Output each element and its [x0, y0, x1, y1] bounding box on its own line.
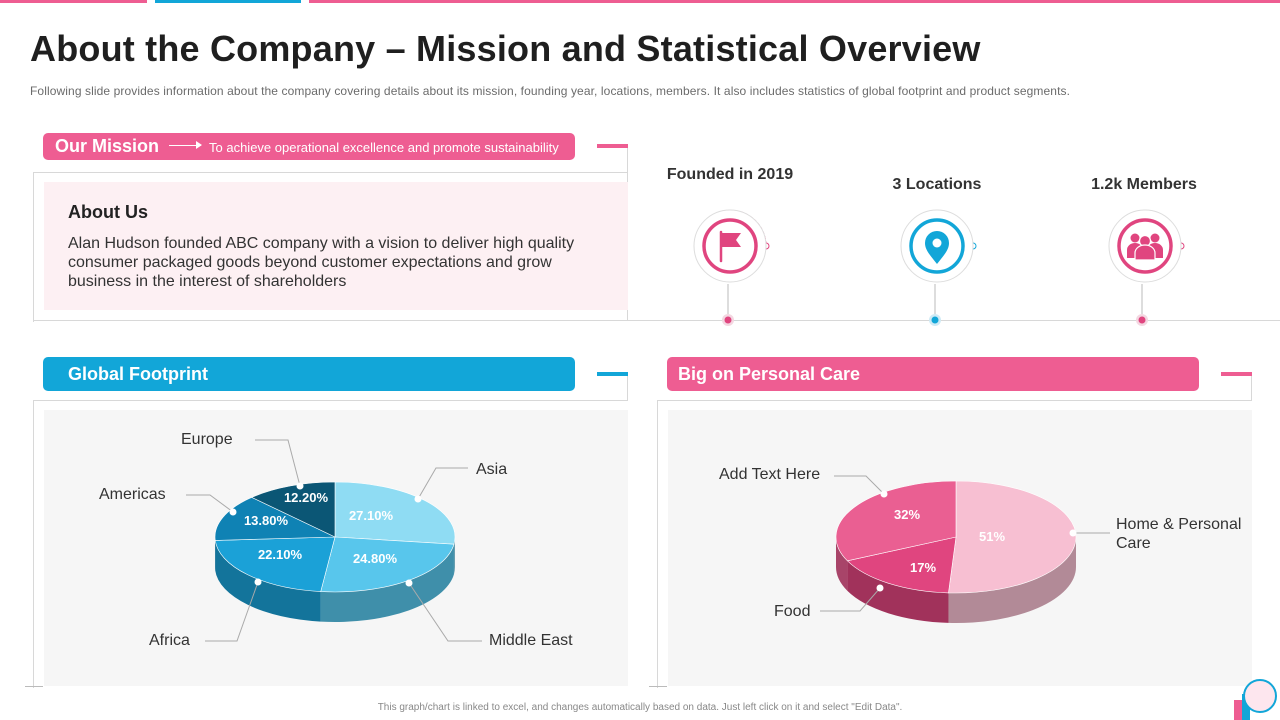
location-pin-icon [925, 231, 949, 264]
chart1-middle-east-value-label: 24.80% [353, 551, 398, 566]
stat-founded-badge [693, 209, 770, 326]
top-accent-bar-pink-right [309, 0, 1280, 3]
top-accent-bar-pink-left [0, 0, 147, 3]
about-us-title: About Us [68, 202, 148, 222]
chart1-asia-slice [334, 481, 456, 545]
flag-icon [719, 230, 741, 263]
chart1-africa-slice [214, 536, 336, 592]
corner-decoration-icon [1234, 679, 1277, 720]
chart1-americas-value-label: 13.80% [244, 513, 289, 528]
chart1-asia-value-label: 27.10% [349, 508, 394, 523]
stat-founded-label: Founded in 2019 [666, 166, 794, 183]
chart1-label-middle-east: Middle East [489, 632, 573, 649]
chart2-home-personal-care-leader-dot [1069, 529, 1077, 537]
chart1-asia-leader [417, 467, 468, 500]
chart1-europe-slice [251, 481, 336, 538]
members-icon [1127, 233, 1163, 261]
chart1-label-asia: Asia [476, 461, 508, 478]
about-us-box: About Us Alan Hudson founded ABC company… [44, 182, 628, 310]
chart2-add-text-slice [835, 480, 957, 562]
stat-locations-badge [900, 209, 977, 326]
stat-members-badge [1108, 209, 1185, 326]
chart2-home-personal-care-slice [948, 480, 1077, 594]
chart2-add-text-leader [834, 475, 885, 495]
arrow-head-icon [196, 141, 202, 149]
chart1-europe-value-label: 12.20% [284, 490, 329, 505]
mission-banner: Our Mission To achieve operational excel… [43, 133, 575, 160]
footer-note: This graph/chart is linked to excel, and… [377, 702, 903, 713]
chart2-add-text-value-label: 32% [894, 507, 920, 522]
chart2-home-personal-care-value-label: 51% [979, 529, 1005, 544]
chart2-food-side [847, 560, 949, 623]
stat-locations-label: 3 Locations [892, 176, 982, 193]
chart2-label-food: Food [774, 603, 811, 620]
personal-care-foot [649, 686, 667, 687]
chart1-africa-leader [205, 581, 259, 642]
chart2-label-home-personal-care: Home & Personal Care [1116, 516, 1242, 552]
chart1-label-americas: Americas [99, 486, 166, 503]
chart1-middle-east-leader [408, 582, 482, 642]
mission-accent [597, 144, 628, 148]
chart2-food-value-label: 17% [910, 560, 936, 575]
personal-care-title: Big on Personal Care [678, 364, 861, 384]
chart1-africa-side [215, 540, 321, 622]
chart2-food-leader-dot [876, 584, 884, 592]
stats-icons [693, 209, 1185, 326]
stat-members-label: 1.2k Members [1091, 176, 1197, 193]
global-footprint-banner: Global Footprint [43, 357, 575, 391]
chart1-europe-leader-dot [296, 482, 304, 490]
chart1-africa-value-label: 22.10% [258, 547, 303, 562]
chart2-home-personal-care-side [948, 537, 1076, 623]
chart2-add-text-leader-dot [880, 490, 888, 498]
chart1-asia-side [453, 537, 455, 575]
global-footprint-frame [33, 400, 628, 688]
chart1-europe-leader [255, 439, 301, 487]
page-title: About the Company – Mission and Statisti… [30, 28, 981, 69]
chart2-food-slice [846, 536, 957, 594]
mission-divider [33, 320, 1280, 321]
mission-label: Our Mission [55, 136, 160, 156]
mission-frame [33, 172, 628, 322]
global-footprint-accent [597, 372, 628, 376]
chart1-label-africa: Africa [149, 632, 190, 649]
chart2-label-add-text: Add Text Here [719, 466, 821, 483]
chart2-food-leader [820, 587, 881, 612]
about-us-text: Alan Hudson founded ABC company with a v… [68, 235, 575, 290]
chart2-add-text-side [836, 537, 848, 591]
chart1-asia-leader-dot [414, 495, 422, 503]
top-accent-bar-blue [155, 0, 301, 3]
personal-care-frame [657, 400, 1252, 688]
global-footprint-frame-right [627, 376, 628, 401]
arrow-icon [169, 145, 201, 146]
page-subtitle: Following slide provides information abo… [30, 84, 1071, 98]
global-footprint-foot [25, 686, 43, 687]
chart1-africa-leader-dot [254, 578, 262, 586]
chart1-americas-leader [186, 494, 234, 513]
personal-care-banner: Big on Personal Care [667, 357, 1199, 391]
personal-care-frame-right [1251, 376, 1252, 401]
mission-text: To achieve operational excellence and pr… [209, 140, 559, 155]
chart1-americas-slice [214, 497, 336, 541]
chart1-americas-leader-dot [229, 508, 237, 516]
chart1-middle-east-side [320, 544, 454, 622]
chart1-label-europe: Europe [181, 431, 233, 448]
chart1-middle-east-leader-dot [405, 579, 413, 587]
global-footprint-title: Global Footprint [68, 364, 208, 384]
personal-care-accent [1221, 372, 1252, 376]
